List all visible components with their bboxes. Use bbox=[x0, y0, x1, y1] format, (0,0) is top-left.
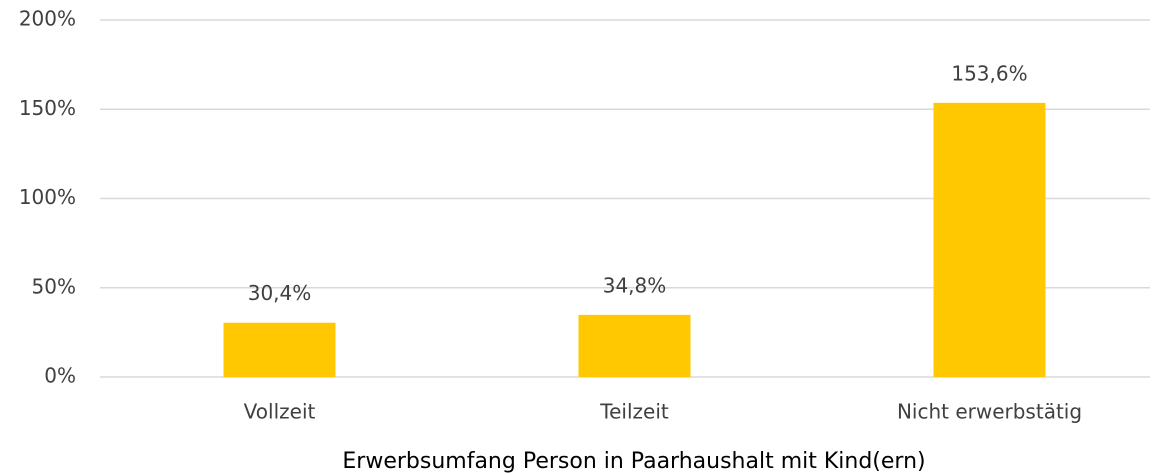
y-tick-label: 150% bbox=[19, 96, 76, 120]
bar bbox=[223, 322, 336, 377]
y-tick-label: 100% bbox=[19, 185, 76, 209]
bar bbox=[933, 102, 1046, 377]
data-label: 30,4% bbox=[248, 281, 312, 305]
x-tick-label: Teilzeit bbox=[599, 400, 669, 424]
x-axis-label: Erwerbsumfang Person in Paarhaushalt mit… bbox=[342, 449, 925, 474]
x-tick-label: Nicht erwerbstätig bbox=[897, 400, 1082, 424]
bar bbox=[578, 314, 691, 377]
data-label: 153,6% bbox=[951, 61, 1027, 85]
y-tick-label: 0% bbox=[44, 364, 76, 388]
y-tick-label: 200% bbox=[19, 7, 76, 31]
y-tick-label: 50% bbox=[32, 274, 76, 298]
data-label: 34,8% bbox=[603, 273, 667, 297]
x-tick-label: Vollzeit bbox=[244, 400, 316, 424]
